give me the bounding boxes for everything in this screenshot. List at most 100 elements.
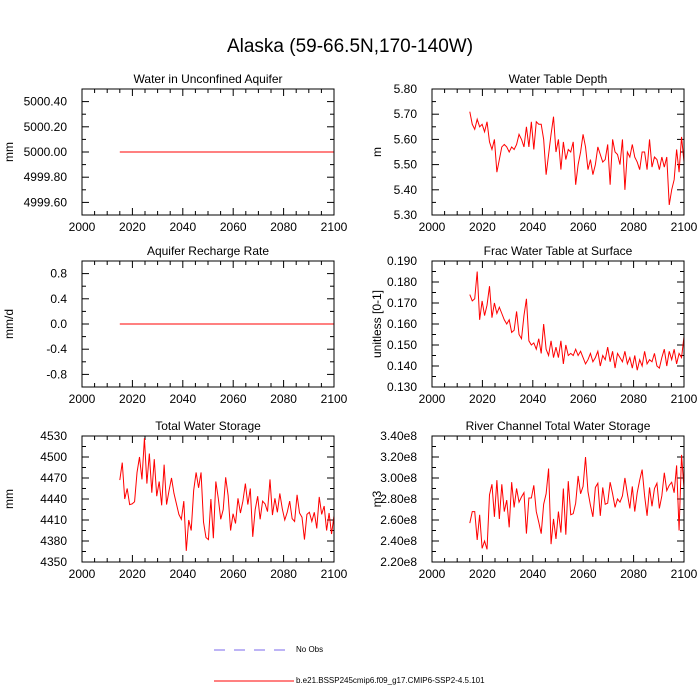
y-tick-label: 5.70	[394, 107, 418, 121]
y-tick-label: 0.140	[387, 359, 417, 373]
y-tick-label: 4500	[40, 450, 67, 464]
series-line	[119, 438, 335, 551]
y-tick-label: 5000.20	[24, 120, 68, 134]
y-tick-label: 3.40e8	[380, 429, 417, 443]
y-tick-label: 4999.60	[24, 195, 68, 209]
x-tick-label: 2060	[570, 392, 597, 406]
x-tick-label: 2100	[321, 392, 348, 406]
y-tick-label: 2.60e8	[380, 513, 417, 527]
x-tick-label: 2040	[169, 567, 196, 581]
plot-frame	[81, 260, 335, 388]
x-tick-label: 2080	[620, 392, 647, 406]
y-tick-label: 0.4	[50, 292, 67, 306]
y-tick-label: 4350	[40, 555, 67, 569]
y-axis-label: mm	[2, 142, 16, 162]
x-tick-label: 2000	[69, 220, 96, 234]
y-tick-label: 5000.40	[24, 95, 68, 109]
plot-frame	[431, 260, 685, 388]
y-tick-label: 2.20e8	[380, 555, 417, 569]
plot-frame	[81, 435, 335, 563]
x-tick-label: 2000	[69, 392, 96, 406]
x-tick-label: 2080	[620, 567, 647, 581]
y-tick-label: 0.160	[387, 317, 417, 331]
y-tick-label: 0.8	[50, 267, 67, 281]
x-tick-label: 2040	[519, 392, 546, 406]
y-tick-label: 5.60	[394, 132, 418, 146]
chart-panel: Frac Water Table at Surface unitless [0-1…	[370, 244, 698, 406]
y-tick-label: 5.40	[394, 183, 418, 197]
y-tick-label: 3.00e8	[380, 471, 417, 485]
x-tick-label: 2060	[570, 567, 597, 581]
legend-solid-line	[214, 680, 294, 682]
plot-frame	[431, 88, 685, 216]
x-tick-label: 2080	[620, 220, 647, 234]
legend-label-no-obs: No Obs	[296, 645, 324, 654]
x-tick-label: 2080	[270, 220, 297, 234]
x-tick-label: 2060	[220, 220, 247, 234]
y-tick-label: 5000.00	[24, 145, 68, 159]
series-line	[469, 111, 685, 206]
plot-frame	[81, 88, 335, 216]
x-tick-label: 2020	[119, 220, 146, 234]
x-tick-label: 2000	[419, 392, 446, 406]
y-tick-label: 4470	[40, 471, 67, 485]
y-axis-label: m	[370, 147, 384, 157]
x-tick-label: 2020	[469, 220, 496, 234]
y-tick-label: 0.170	[387, 296, 417, 310]
x-tick-label: 2060	[570, 220, 597, 234]
series-line	[469, 454, 685, 550]
x-tick-label: 2020	[469, 567, 496, 581]
x-tick-label: 2020	[119, 567, 146, 581]
legend-no-obs	[214, 643, 294, 657]
y-tick-label: 0.0	[50, 317, 67, 331]
x-tick-label: 2020	[469, 392, 496, 406]
plot-frame	[431, 435, 685, 563]
page-title: Alaska (59-66.5N,170-140W)	[226, 36, 474, 57]
chart-title: Water in Unconfined Aquifer	[134, 72, 283, 86]
legend-model	[214, 674, 294, 688]
x-tick-label: 2100	[671, 567, 698, 581]
x-tick-label: 2060	[220, 392, 247, 406]
y-axis-label: unitless [0-1]	[370, 290, 384, 358]
y-tick-label: 5.80	[394, 82, 418, 96]
chart-title: Frac Water Table at Surface	[484, 244, 633, 258]
x-tick-label: 2080	[270, 567, 297, 581]
y-tick-label: 5.30	[394, 208, 418, 222]
x-tick-label: 2100	[671, 392, 698, 406]
x-tick-label: 2000	[419, 220, 446, 234]
y-tick-label: 4410	[40, 513, 67, 527]
legend-label-model: b.e21.BSSP245cmip6.f09_g17.CMIP6-SSP2-4.…	[296, 676, 485, 685]
chart-panel: Aquifer Recharge Rate mm/d 2000 2020 2040 206…	[2, 244, 348, 406]
x-tick-label: 2040	[169, 392, 196, 406]
chart-title: Aquifer Recharge Rate	[147, 244, 269, 258]
x-tick-label: 2020	[119, 392, 146, 406]
chart-panel: Total Water Storage mm 2000 2020 2040 2060 208…	[2, 419, 348, 581]
y-tick-label: 4440	[40, 492, 67, 506]
y-tick-label: 0.150	[387, 338, 417, 352]
x-tick-label: 2040	[519, 567, 546, 581]
y-tick-label: 2.40e8	[380, 534, 417, 548]
chart-title: Water Table Depth	[509, 72, 608, 86]
y-tick-label: 0.190	[387, 254, 417, 268]
y-tick-label: -0.8	[46, 367, 67, 381]
chart-panel: Water Table Depth m 2000 2020 2040 2060 2080 21…	[370, 72, 698, 234]
y-tick-label: -0.4	[46, 342, 67, 356]
legend-dashed-line	[214, 649, 294, 651]
y-tick-label: 0.180	[387, 275, 417, 289]
y-tick-label: 2.80e8	[380, 492, 417, 506]
series-line	[469, 271, 685, 371]
chart-title: Total Water Storage	[155, 419, 261, 433]
chart-title: River Channel Total Water Storage	[466, 419, 651, 433]
y-axis-label: mm/d	[2, 309, 16, 339]
x-tick-label: 2040	[169, 220, 196, 234]
x-tick-label: 2000	[69, 567, 96, 581]
y-tick-label: 4380	[40, 534, 67, 548]
x-tick-label: 2000	[419, 567, 446, 581]
y-tick-label: 3.20e8	[380, 450, 417, 464]
y-tick-label: 4530	[40, 429, 67, 443]
y-axis-label: m3	[370, 490, 384, 507]
x-tick-label: 2060	[220, 567, 247, 581]
x-tick-label: 2040	[519, 220, 546, 234]
y-tick-label: 4999.80	[24, 170, 68, 184]
